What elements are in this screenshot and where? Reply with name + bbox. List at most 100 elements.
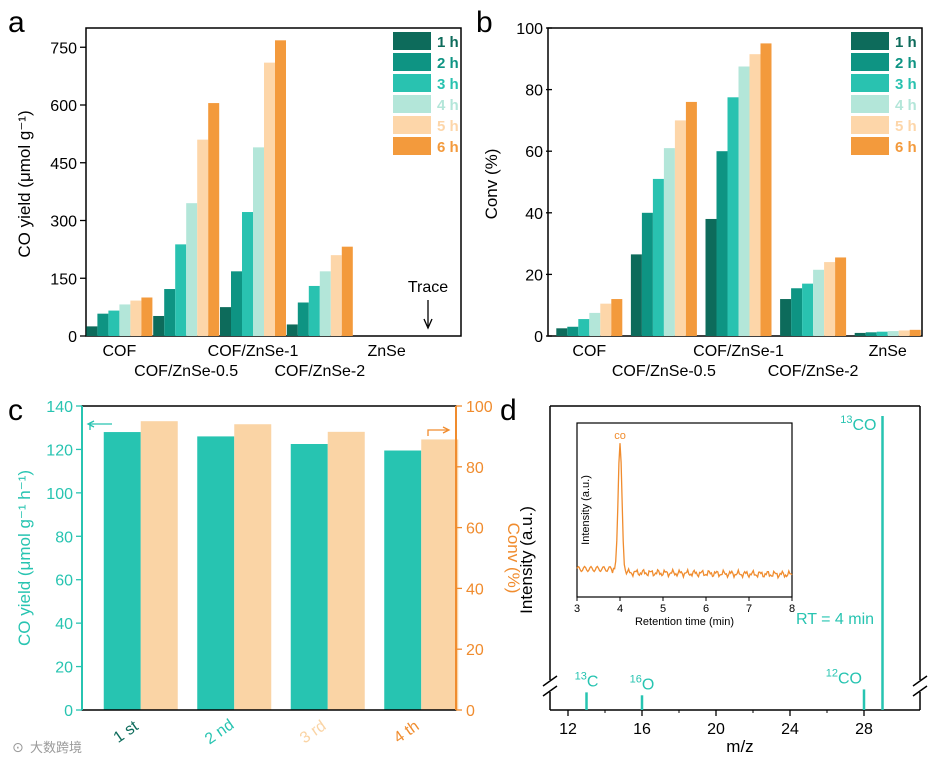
y-axis-title-c: CO yield (μmol g⁻¹ h⁻¹) — [15, 470, 34, 646]
x-category-label: ZnSe — [367, 343, 405, 360]
bar-6h-2 — [275, 40, 286, 336]
bar-2h-2 — [231, 271, 242, 336]
y-tick-label: 150 — [50, 271, 77, 288]
y-tick-label: 140 — [46, 399, 73, 416]
legend-swatch — [851, 74, 889, 92]
x-tick-label: 28 — [855, 721, 873, 738]
bar-3h-0 — [578, 319, 590, 336]
legend-swatch — [393, 95, 431, 113]
x-axis-title-d: m/z — [726, 737, 753, 756]
panel-letter-a: a — [8, 6, 25, 39]
chart-c: 0 20 40 60 80 100 120 140 0 20 40 60 80 100 1 st 2 nd… — [15, 399, 523, 748]
x-category-label: COF — [572, 343, 606, 360]
bar-5h-3 — [330, 255, 342, 336]
legend-label: 6 h — [895, 139, 917, 156]
panel-letter-c: c — [8, 394, 23, 427]
y-tick-label: 750 — [50, 40, 77, 57]
bar-1h-3 — [286, 324, 298, 336]
bar-6h-3 — [341, 246, 353, 336]
bar-2h-0 — [97, 313, 109, 336]
x-category-label: ZnSe — [869, 343, 907, 360]
y-axis-title-b: Conv (%) — [482, 149, 501, 220]
legend-label: 1 h — [895, 34, 917, 51]
x-category-label: COF/ZnSe-1 — [693, 343, 784, 360]
bar-2h-3 — [297, 302, 309, 336]
y-tick-label: 120 — [46, 442, 73, 459]
bar-4h-2 — [253, 147, 264, 336]
bar-1h-3 — [780, 299, 792, 336]
peak-label-superscript: 13 — [840, 414, 852, 426]
legend-label: 5 h — [895, 118, 917, 135]
bar-co-yield-2 — [290, 444, 328, 710]
x-category-label: COF — [103, 343, 137, 360]
x-category-label: COF/ZnSe-0.5 — [134, 363, 238, 380]
y-axis-title-c-right: Conv (%) — [504, 523, 523, 594]
x-tick-label: 12 — [559, 721, 577, 738]
x-category-label: COF/ZnSe-2 — [274, 363, 365, 380]
legend-label: 3 h — [437, 76, 459, 93]
peak-label-base: O — [642, 676, 654, 693]
bar-2h-1 — [164, 289, 176, 336]
bar-4h-4 — [887, 331, 899, 336]
legend-label: 4 h — [895, 97, 917, 114]
retention-time-note: RT = 4 min — [796, 611, 874, 628]
y-tick-label: 60 — [525, 144, 543, 161]
y-right-tick-label: 0 — [466, 703, 475, 720]
bar-6h-0 — [141, 297, 153, 336]
bar-2h-1 — [641, 212, 653, 336]
peak-label: 13CO — [840, 414, 876, 434]
peak-label-base: C — [587, 673, 599, 690]
x-category-label: 3 rd — [297, 717, 329, 747]
inset-frame — [576, 422, 793, 598]
bar-4h-0 — [119, 304, 131, 336]
y-right-tick-label: 60 — [466, 521, 484, 538]
legend-swatch — [851, 137, 889, 155]
inset-y-axis-title: Intensity (a.u.) — [580, 475, 592, 545]
right-axis-arrow — [427, 426, 451, 436]
panel-letter-b: b — [476, 6, 493, 39]
bar-3h-0 — [108, 310, 120, 336]
bar-2h-3 — [791, 288, 803, 336]
peak-label-superscript: 12 — [826, 667, 838, 679]
bar-3h-3 — [802, 283, 814, 336]
panel-letter-d: d — [500, 394, 517, 427]
bar-4h-2 — [738, 66, 750, 336]
x-tick-label: 24 — [781, 721, 799, 738]
legend-swatch — [851, 116, 889, 134]
bar-3h-3 — [308, 285, 320, 336]
inset-x-tick-label: 6 — [703, 603, 709, 615]
y-tick-label: 450 — [50, 156, 77, 173]
bar-1h-1 — [630, 254, 642, 336]
axis-break-mark — [912, 675, 928, 697]
bar-4h-3 — [319, 271, 331, 336]
x-category-label: 2 nd — [202, 716, 237, 748]
legend-label: 1 h — [437, 34, 459, 51]
bar-5h-2 — [749, 54, 761, 337]
bar-6h-1 — [208, 103, 220, 336]
legend-swatch — [393, 116, 431, 134]
bar-3h-2 — [727, 97, 739, 336]
y-tick-label: 40 — [525, 206, 543, 223]
bar-2h-2 — [716, 151, 728, 336]
bar-3h-4 — [876, 331, 888, 336]
bar-4h-1 — [663, 148, 675, 336]
bar-conv-2 — [327, 431, 365, 710]
inset-x-axis-title: Retention time (min) — [635, 616, 734, 628]
bar-3h-2 — [242, 212, 253, 336]
bar-6h-4 — [909, 329, 921, 336]
bar-5h-0 — [600, 303, 612, 336]
x-category-label: COF/ZnSe-1 — [208, 343, 299, 360]
legend-swatch — [393, 137, 431, 155]
y-axis-title-d: Intensity (a.u.) — [517, 506, 536, 614]
y-tick-label: 20 — [525, 267, 543, 284]
bar-4h-1 — [186, 203, 198, 336]
x-category-label: 1 st — [111, 718, 142, 747]
y-axis-title-a: CO yield (μmol g⁻¹) — [15, 110, 34, 257]
bar-1h-0 — [556, 328, 568, 336]
y-tick-label: 80 — [55, 529, 73, 546]
y-tick-label: 0 — [534, 329, 543, 346]
inset-chromatogram-trace — [576, 443, 793, 580]
bar-2h-0 — [567, 326, 579, 336]
legend-label: 3 h — [895, 76, 917, 93]
bar-co-yield-0 — [103, 432, 141, 710]
